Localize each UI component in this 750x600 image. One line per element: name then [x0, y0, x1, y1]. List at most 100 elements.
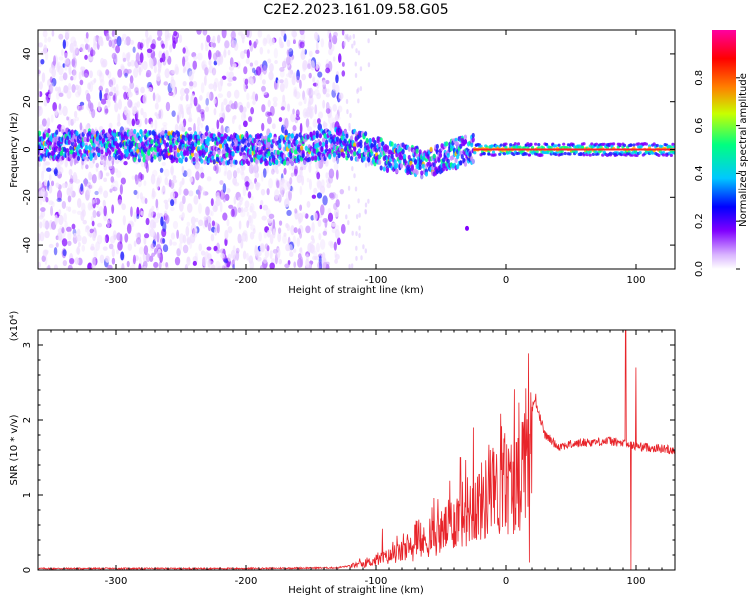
spectral-cell — [273, 136, 277, 142]
spectral-cell — [299, 204, 303, 211]
spectral-cell — [348, 126, 351, 132]
x-tick-label: -200 — [235, 275, 258, 286]
spectral-cell — [359, 66, 363, 72]
spectral-cell — [197, 140, 201, 146]
spectral-cell — [202, 30, 208, 36]
spectral-cell — [278, 117, 283, 122]
spectral-cell — [205, 44, 209, 52]
spectral-cell — [178, 242, 183, 251]
spectral-cell — [312, 130, 316, 136]
spectral-cell — [41, 170, 44, 181]
spectral-cell — [276, 180, 280, 188]
spectral-cell — [661, 153, 666, 157]
spectral-cell — [222, 212, 228, 221]
spectral-cell — [537, 142, 541, 147]
spectral-cell — [355, 231, 358, 237]
spectral-cell — [540, 153, 544, 157]
spectral-cell — [41, 255, 46, 262]
spectral-cell — [293, 168, 298, 177]
spectral-cell — [360, 255, 363, 261]
spectral-cell — [351, 166, 354, 172]
spectral-cell — [111, 155, 115, 166]
spectral-cell — [122, 57, 127, 62]
spectral-cell — [288, 244, 293, 252]
spectral-cell — [206, 215, 212, 224]
spectral-cell — [322, 230, 328, 236]
spectral-cell — [245, 58, 250, 65]
spectral-cell — [424, 171, 429, 177]
spectral-cell — [155, 179, 160, 191]
spectral-cell — [262, 65, 268, 75]
spectral-cell — [259, 204, 263, 210]
spectral-cell — [243, 66, 248, 75]
spectral-cell — [220, 107, 225, 118]
spectral-cell — [306, 134, 310, 140]
spectral-cell — [294, 91, 301, 100]
spectral-cell — [200, 139, 204, 145]
spectral-cell — [170, 206, 175, 212]
spectral-cell — [83, 128, 87, 135]
spectral-cell — [90, 47, 94, 58]
spectral-cell — [211, 67, 217, 76]
spectral-cell — [48, 200, 54, 206]
spectral-cell — [81, 69, 85, 77]
spectral-cell — [259, 264, 265, 269]
spectral-cell — [357, 198, 360, 204]
spectral-cell — [105, 69, 110, 76]
spectral-cell — [186, 221, 190, 227]
spectral-cell — [379, 165, 383, 171]
spectral-cell — [272, 96, 278, 103]
spectral-cell — [154, 119, 158, 130]
spectral-cell — [111, 204, 115, 214]
spectral-cell — [207, 259, 211, 268]
spectral-cell — [193, 96, 198, 107]
spectral-cell — [48, 243, 54, 249]
spectral-cell — [137, 65, 141, 73]
spectral-cell — [297, 228, 302, 235]
spectral-cell — [315, 132, 319, 138]
spectral-cell — [105, 172, 110, 177]
spectral-cell — [249, 205, 254, 213]
spectral-cell — [261, 104, 266, 113]
spectral-cell — [70, 129, 74, 135]
spectral-cell — [211, 220, 216, 227]
spectral-cell — [152, 221, 157, 229]
spectral-cell — [284, 198, 290, 208]
spectral-cell — [85, 164, 89, 170]
spectral-cell — [242, 185, 247, 197]
spectral-cell — [283, 232, 287, 237]
spectral-cell — [214, 136, 218, 143]
spectral-cell — [258, 231, 263, 242]
spectral-cell — [182, 234, 187, 244]
spectral-cell — [61, 200, 67, 209]
spectral-cell — [161, 186, 166, 192]
spectral-cell — [136, 110, 140, 119]
spectral-cell — [133, 189, 138, 196]
spectral-cell — [174, 256, 181, 266]
spectral-cell — [76, 234, 82, 242]
spectral-cell — [38, 130, 42, 136]
spectral-cell — [150, 157, 154, 163]
spectral-cell — [58, 33, 64, 40]
spectral-cell — [76, 104, 83, 111]
spectral-cell — [294, 208, 298, 214]
spectral-cell — [73, 110, 78, 119]
spectral-cell — [67, 195, 72, 203]
spectral-cell — [147, 87, 153, 92]
spectral-cell — [117, 113, 121, 124]
spectral-cell — [239, 104, 244, 113]
spectral-cell — [308, 87, 314, 99]
spectral-cell — [169, 44, 173, 53]
spectral-cell — [473, 151, 477, 155]
spectral-cell — [229, 134, 234, 140]
spectral-cell — [279, 69, 285, 78]
spectral-cell — [261, 215, 267, 221]
spectral-cell — [231, 39, 237, 49]
spectral-cell — [82, 219, 87, 225]
spectral-cell — [328, 240, 334, 247]
spectral-cell — [305, 253, 309, 261]
spectral-cell — [208, 49, 212, 60]
spectral-cell — [53, 168, 58, 175]
spectral-cell — [254, 60, 259, 66]
spectral-cell — [629, 143, 633, 147]
